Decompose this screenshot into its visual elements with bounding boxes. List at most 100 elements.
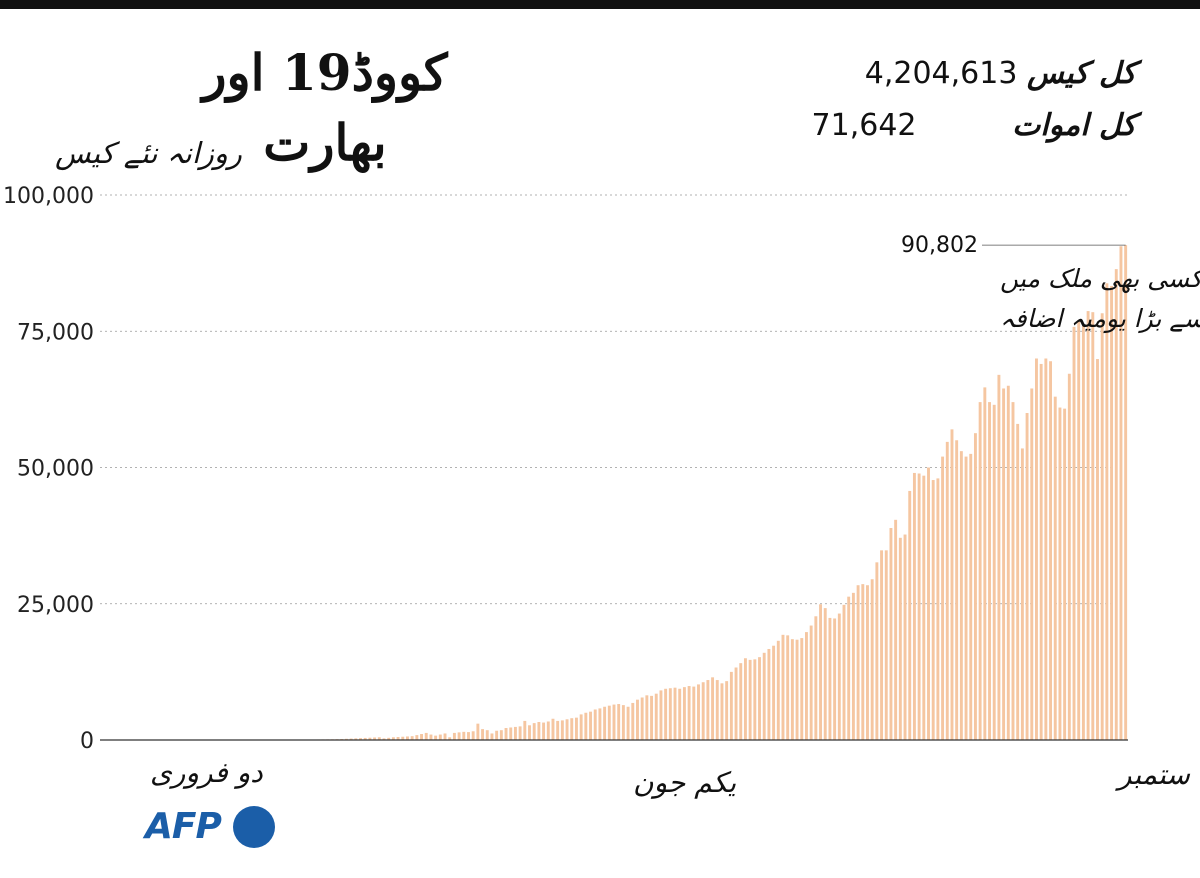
bar [438, 734, 442, 740]
bar [1077, 320, 1081, 740]
bar [626, 706, 630, 740]
bar [800, 638, 804, 740]
bar [1119, 246, 1123, 741]
total-deaths-label: کل اموات [1012, 108, 1136, 143]
bar [931, 480, 935, 740]
bar [908, 490, 912, 740]
y-tick-label: 0 [80, 729, 94, 754]
bar [1006, 385, 1010, 740]
bar [786, 635, 790, 740]
bar [434, 735, 438, 740]
y-tick-label: 75,000 [17, 320, 94, 345]
bar [1072, 326, 1076, 740]
bar [1110, 286, 1114, 740]
bar [697, 684, 700, 740]
bar [1049, 361, 1052, 740]
bar [528, 725, 531, 740]
bar [903, 534, 907, 740]
bar [673, 687, 677, 740]
bar [668, 688, 672, 740]
bar [828, 617, 832, 740]
bar [837, 613, 841, 740]
bar [377, 737, 381, 740]
bar [856, 585, 860, 740]
bar [415, 735, 419, 740]
total-cases-label: کل کیس [1026, 56, 1136, 91]
total-cases-value: 4,204,613 [864, 56, 1018, 91]
bar [762, 652, 766, 740]
bar [452, 732, 456, 740]
bar [978, 402, 982, 740]
bar [396, 737, 400, 740]
bar [518, 726, 522, 741]
bar [805, 632, 808, 740]
bar [748, 659, 752, 740]
bar [955, 440, 959, 740]
bar [743, 658, 747, 740]
bar [481, 729, 485, 740]
bar [997, 374, 1001, 740]
bar [387, 737, 391, 740]
bars-layer [100, 245, 1128, 741]
bar [640, 697, 644, 740]
bar [650, 695, 654, 740]
bar [354, 738, 358, 740]
x-label-start: دو فروری [150, 756, 263, 789]
bar [725, 681, 729, 740]
bar [471, 731, 475, 740]
bar [870, 579, 874, 740]
bar [542, 722, 546, 740]
bar [706, 680, 710, 740]
bar [851, 592, 855, 740]
bar [889, 528, 893, 740]
afp-logo-text: AFP [145, 806, 222, 847]
bar [678, 688, 682, 740]
bar [1081, 325, 1085, 740]
bar [1091, 312, 1095, 740]
bar [922, 475, 926, 740]
bar [490, 733, 494, 740]
bar [875, 562, 879, 740]
bar [368, 737, 372, 740]
bar [973, 433, 977, 740]
bar [495, 730, 499, 740]
total-cases-stat: کل کیس 4,204,613 [865, 56, 1136, 91]
bar [448, 737, 452, 740]
bar [654, 693, 658, 740]
bar [739, 663, 743, 740]
bar [1105, 283, 1109, 740]
grid-layer: 0 25,000 50,000 75,000 100,000 [3, 184, 1128, 754]
afp-logo-dot [233, 806, 275, 848]
bar [912, 472, 916, 740]
bar [758, 657, 761, 740]
bar [720, 683, 724, 740]
x-label-mid: یکم جون [633, 766, 736, 799]
bar [598, 708, 602, 740]
bar [1039, 363, 1043, 740]
bar [485, 730, 489, 740]
bar [499, 730, 503, 740]
bar [570, 718, 574, 740]
bar [711, 677, 715, 740]
bar [1002, 388, 1006, 740]
annotation-text-line1: کسی بھی ملک میں [1000, 264, 1200, 294]
bar [462, 731, 466, 740]
bar [359, 738, 362, 740]
bar [1114, 269, 1118, 740]
bar [1067, 373, 1071, 740]
bar [1044, 358, 1048, 740]
bar [1058, 407, 1062, 740]
y-tick-label: 50,000 [17, 457, 94, 482]
bar [1011, 402, 1015, 740]
bar [1016, 423, 1020, 740]
total-deaths-value: 71,642 [811, 108, 917, 143]
bar [823, 608, 827, 740]
bar [988, 402, 991, 740]
bar [819, 604, 822, 740]
bar [420, 734, 423, 740]
bar [861, 584, 865, 740]
bar [898, 537, 902, 740]
bar [847, 596, 851, 740]
bar [504, 728, 508, 740]
